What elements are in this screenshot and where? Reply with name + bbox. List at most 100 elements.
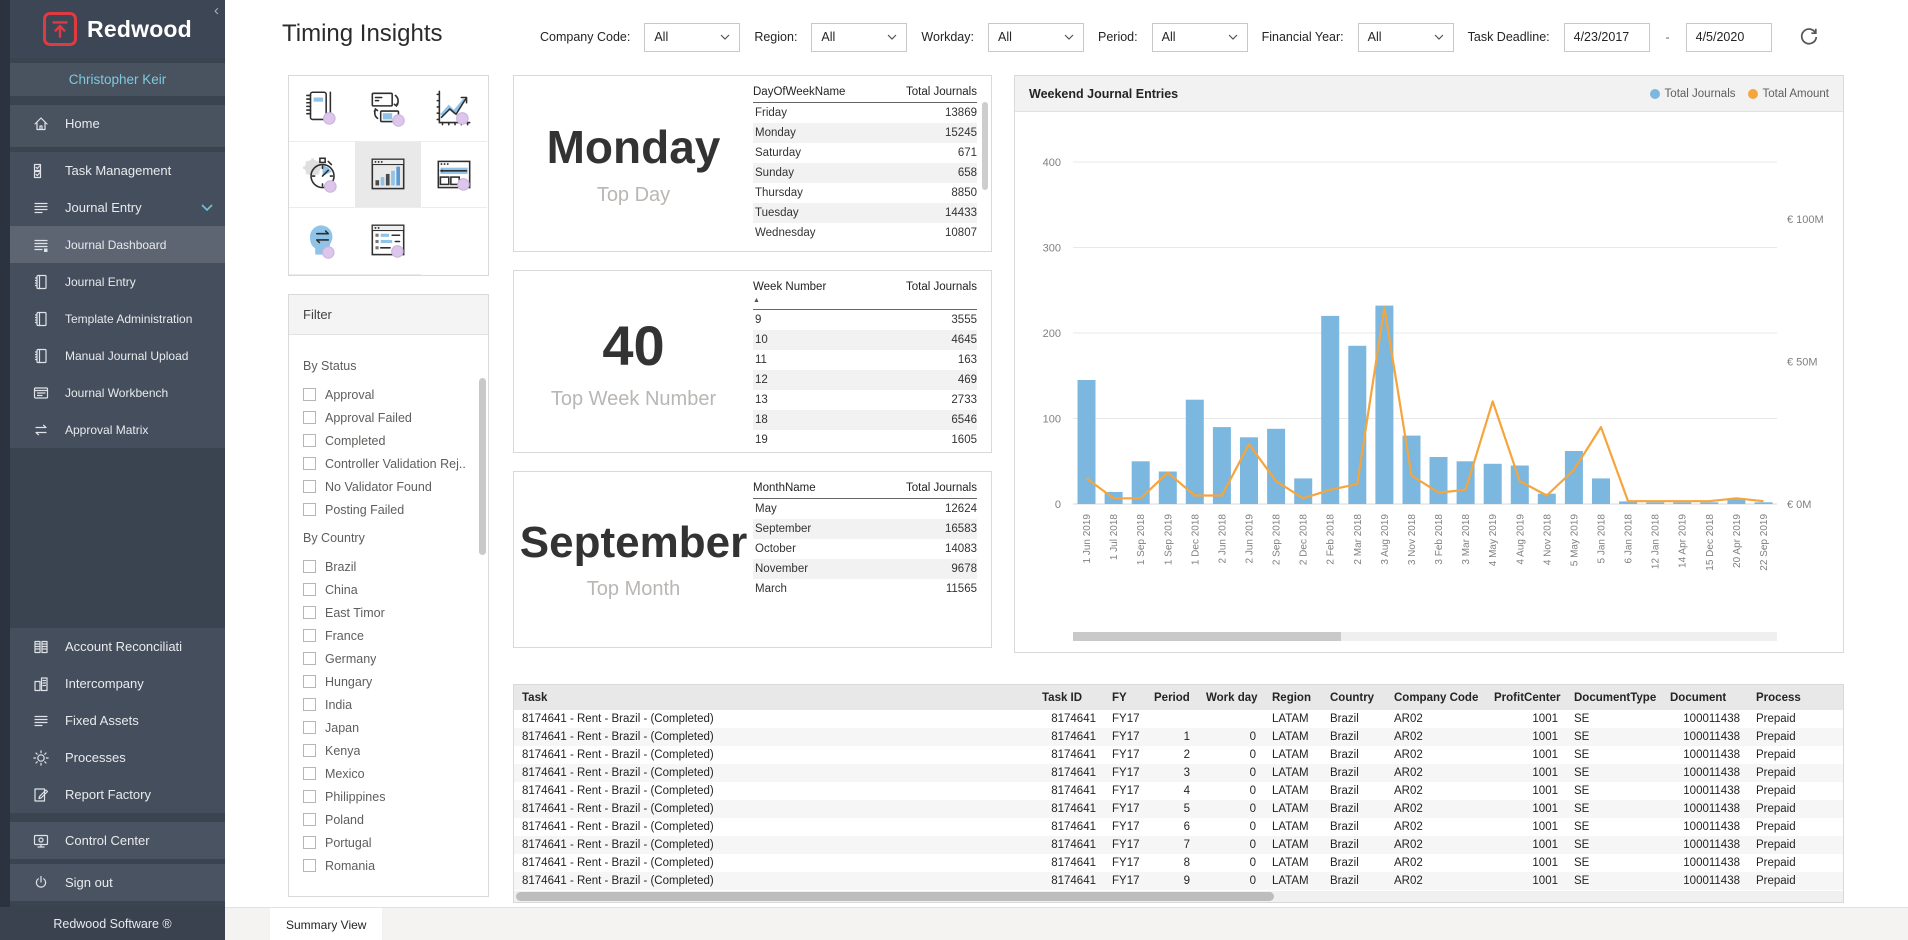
filter-option-kenya[interactable]: Kenya (303, 739, 482, 762)
col-week-number[interactable]: Week Number ▲ (753, 281, 827, 304)
filter-option-hungary[interactable]: Hungary (303, 670, 482, 693)
checkbox-unchecked[interactable] (303, 675, 316, 688)
refresh-icon[interactable] (1798, 26, 1820, 48)
chevron-down-icon[interactable] (201, 200, 213, 215)
checkbox-unchecked[interactable] (303, 457, 316, 470)
task-col-profitcenter[interactable]: ProfitCenter (1486, 685, 1566, 710)
filter-option-france[interactable]: France (303, 624, 482, 647)
checkbox-unchecked[interactable] (303, 767, 316, 780)
sidebar-item-journal-dashboard[interactable]: Journal Dashboard (10, 226, 225, 263)
task-col-work-day[interactable]: Work day (1198, 685, 1264, 710)
sidebar-item-account-reconciliati[interactable]: Account Reconciliati (10, 628, 225, 665)
sidebar-item-approval-matrix[interactable]: Approval Matrix (10, 411, 225, 448)
sidebar-item-journal-entry[interactable]: Journal Entry (10, 189, 225, 226)
tile-list-window-icon[interactable]: .dk{stroke:#2f2f2f;stroke-width:1.5;fill… (355, 209, 421, 275)
filter-panel-scrollbar[interactable] (479, 378, 486, 555)
task-deadline-from[interactable]: 4/23/2017 (1563, 22, 1650, 52)
checkbox-unchecked[interactable] (303, 836, 316, 849)
filter-option-germany[interactable]: Germany (303, 647, 482, 670)
tile-report-browser-icon[interactable]: .dk{stroke:#2f2f2f;stroke-width:1.5;fill… (421, 142, 487, 209)
filter-option-india[interactable]: India (303, 693, 482, 716)
sidebar-item-manual-journal-upload[interactable]: Manual Journal Upload (10, 337, 225, 374)
filter-option-completed[interactable]: Completed (303, 429, 482, 452)
col-total-journals[interactable]: Total Journals (906, 482, 977, 494)
col-total-journals[interactable]: Total Journals (906, 281, 977, 293)
col-total-journals[interactable]: Total Journals (906, 86, 977, 98)
sidebar-item-report-factory[interactable]: Report Factory (10, 776, 225, 813)
checkbox-unchecked[interactable] (303, 583, 316, 596)
checkbox-unchecked[interactable] (303, 813, 316, 826)
filter-option-brazil[interactable]: Brazil (303, 555, 482, 578)
sidebar-item-intercompany[interactable]: Intercompany (10, 665, 225, 702)
filter-option-portugal[interactable]: Portugal (303, 831, 482, 854)
checkbox-unchecked[interactable] (303, 560, 316, 573)
tile-stopwatch-icon[interactable]: .dk{stroke:#2f2f2f;stroke-width:1.5;fill… (289, 142, 355, 209)
sidebar-item-control-center[interactable]: Control Center (10, 822, 225, 859)
filter-option-mexico[interactable]: Mexico (303, 762, 482, 785)
col-dayofweekname[interactable]: DayOfWeekName (753, 86, 846, 98)
filter-dropdown-region[interactable]: All (811, 22, 908, 52)
sidebar-item-processes[interactable]: Processes (10, 739, 225, 776)
top-day-table-scrollbar[interactable] (982, 102, 988, 190)
checkbox-unchecked[interactable] (303, 698, 316, 711)
col-monthname[interactable]: MonthName (753, 482, 816, 494)
checkbox-unchecked[interactable] (303, 606, 316, 619)
task-col-documenttype[interactable]: DocumentType (1566, 685, 1662, 710)
sidebar-item-journal-entry[interactable]: Journal Entry (10, 263, 225, 300)
checkbox-unchecked[interactable] (303, 859, 316, 872)
checkbox-unchecked[interactable] (303, 629, 316, 642)
sidebar-item-fixed-assets[interactable]: Fixed Assets (10, 702, 225, 739)
tile-bar-chart-icon[interactable]: .dk{stroke:#2f2f2f;stroke-width:1.5;fill… (355, 142, 421, 209)
filter-option-approval-failed[interactable]: Approval Failed (303, 406, 482, 429)
checkbox-unchecked[interactable] (303, 388, 316, 401)
task-col-document[interactable]: Document (1662, 685, 1748, 710)
tile-trend-chart-icon[interactable]: .dk{stroke:#2f2f2f;stroke-width:1.5;fill… (421, 76, 487, 142)
filter-option-japan[interactable]: Japan (303, 716, 482, 739)
sidebar-item-task-management[interactable]: Task Management (10, 152, 225, 189)
filter-option-poland[interactable]: Poland (303, 808, 482, 831)
sidebar-collapse-icon[interactable]: ‹ (214, 2, 219, 19)
task-col-country[interactable]: Country (1322, 685, 1386, 710)
filter-dropdown-workday[interactable]: All (988, 22, 1084, 52)
checkbox-unchecked[interactable] (303, 480, 316, 493)
filter-option-philippines[interactable]: Philippines (303, 785, 482, 808)
tab-summary-view[interactable]: Summary View (270, 908, 383, 940)
task-col-task-id[interactable]: Task ID (1034, 685, 1104, 710)
task-col-region[interactable]: Region (1264, 685, 1322, 710)
filter-option-posting-failed[interactable]: Posting Failed (303, 498, 482, 521)
filter-option-east-timor[interactable]: East Timor (303, 601, 482, 624)
filter-option-romania[interactable]: Romania (303, 854, 482, 877)
checkbox-unchecked[interactable] (303, 721, 316, 734)
filter-option-china[interactable]: China (303, 578, 482, 601)
filter-dropdown-company-code[interactable]: All (644, 22, 741, 52)
sidebar-item-sign-out[interactable]: Sign out (10, 864, 225, 901)
task-col-process[interactable]: Process (1748, 685, 1843, 710)
task-col-task[interactable]: Task (514, 685, 1034, 710)
filter-option-approval[interactable]: Approval (303, 383, 482, 406)
task-col-fy[interactable]: FY (1104, 685, 1146, 710)
legend-total-amount[interactable]: Total Amount (1747, 88, 1829, 100)
filter-option-no-validator-found[interactable]: No Validator Found (303, 475, 482, 498)
filter-dropdown-financial-year[interactable]: All (1357, 22, 1454, 52)
task-table-hscroll-thumb[interactable] (516, 892, 1274, 901)
sidebar-item-home[interactable]: Home (10, 105, 225, 142)
checkbox-unchecked[interactable] (303, 434, 316, 447)
legend-total-journals[interactable]: Total Journals (1649, 88, 1736, 100)
svg-text:14 Apr 2019: 14 Apr 2019 (1678, 514, 1689, 568)
tile-journal-exchange-icon[interactable]: .dk{stroke:#2f2f2f;stroke-width:1.5;fill… (355, 76, 421, 142)
checkbox-unchecked[interactable] (303, 790, 316, 803)
task-col-company-code[interactable]: Company Code (1386, 685, 1486, 710)
filter-option-controller-validation-rej-[interactable]: Controller Validation Rej.. (303, 452, 482, 475)
task-col-period[interactable]: Period (1146, 685, 1198, 710)
tile-head-arrows-icon[interactable]: .dk{stroke:#2f2f2f;stroke-width:1.5;fill… (289, 209, 355, 275)
sidebar-item-journal-workbench[interactable]: Journal Workbench (10, 374, 225, 411)
filter-section-by-country: By Country (303, 531, 365, 545)
checkbox-unchecked[interactable] (303, 503, 316, 516)
checkbox-unchecked[interactable] (303, 744, 316, 757)
filter-dropdown-period[interactable]: All (1151, 22, 1248, 52)
checkbox-unchecked[interactable] (303, 652, 316, 665)
sidebar-item-template-administration[interactable]: Template Administration (10, 300, 225, 337)
checkbox-unchecked[interactable] (303, 411, 316, 424)
task-deadline-to[interactable]: 4/5/2020 (1685, 22, 1772, 52)
tile-notebook-pen-icon[interactable]: .dk{stroke:#2f2f2f;stroke-width:1.5;fill… (289, 76, 355, 142)
